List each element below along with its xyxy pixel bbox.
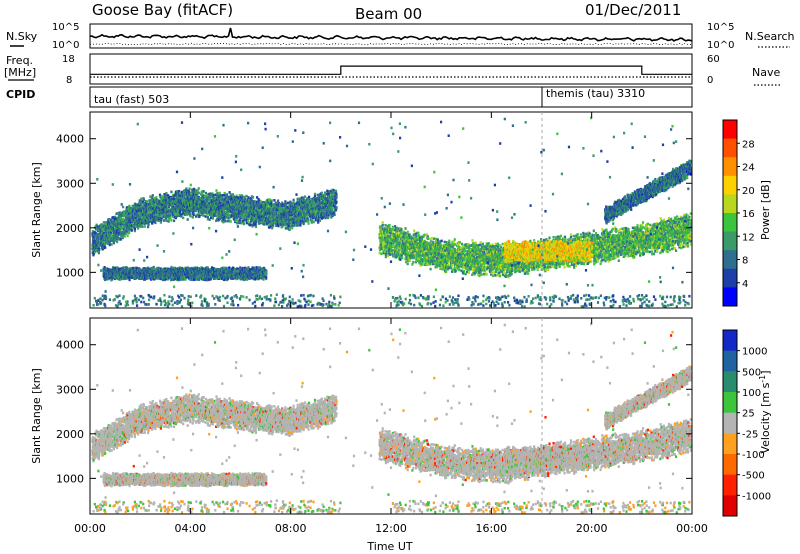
colorbar-swatch — [723, 231, 737, 251]
colorbar-tick: -500 — [742, 471, 765, 482]
colorbar-tick: 8 — [742, 256, 748, 267]
colorbar-swatch — [723, 433, 737, 455]
date-title: 01/Dec/2011 — [585, 1, 681, 19]
x-tick-label: 20:00 — [576, 522, 608, 535]
colorbar-tick: 1000 — [742, 347, 767, 358]
noise-left-label: N.Sky — [6, 30, 38, 43]
colorbar-tick: 16 — [742, 209, 755, 220]
velocity-ylabel: Slant Range [km] — [30, 368, 43, 464]
x-tick-label: 16:00 — [475, 522, 507, 535]
x-tick-label: 12:00 — [375, 522, 407, 535]
colorbar-tick: 500 — [742, 367, 761, 378]
colorbar-tick: 12 — [742, 232, 755, 243]
x-tick-label: 04:00 — [174, 522, 206, 535]
cpid-mode-2: themis (tau) 3310 — [546, 87, 645, 100]
colorbar-swatch — [723, 213, 737, 233]
colorbar-swatch — [723, 350, 737, 372]
x-tick-label: 00:00 — [74, 522, 106, 535]
colorbar-tick: 100 — [742, 388, 761, 399]
colorbar-swatch — [723, 495, 737, 517]
freq-tick-top: 18 — [62, 54, 75, 65]
y-tick-label: 3000 — [56, 177, 84, 190]
colorbar-swatch — [723, 474, 737, 496]
colorbar-tick: 20 — [742, 186, 755, 197]
station-title: Goose Bay (fitACF) — [92, 1, 233, 19]
y-tick-label: 2000 — [56, 428, 84, 441]
nave-tick-bottom: 0 — [707, 75, 713, 86]
colorbar-swatch — [723, 371, 737, 393]
colorbar-swatch — [723, 392, 737, 414]
colorbar-tick: -25 — [742, 429, 758, 440]
noise-right-tick-bottom: 10^0 — [707, 40, 734, 51]
velocity-scatter — [91, 322, 692, 514]
nave-label: Nave — [752, 66, 780, 79]
y-tick-label: 2000 — [56, 222, 84, 235]
freq-panel-frame — [89, 53, 693, 85]
colorbar-swatch — [723, 120, 737, 140]
colorbar-tick: 4 — [742, 279, 748, 290]
colorbar-swatch — [723, 250, 737, 270]
colorbar-swatch — [723, 330, 737, 352]
nave-tick-top: 60 — [707, 54, 720, 65]
y-tick-label: 1000 — [56, 472, 84, 485]
colorbar-tick: 28 — [742, 139, 755, 150]
colorbar-swatch — [723, 138, 737, 158]
cpid-frame — [89, 86, 693, 108]
freq-label-line1: Freq. — [6, 54, 33, 67]
colorbar-swatch — [723, 194, 737, 214]
velocity-colorbar-title: Velocity [m s-1] — [758, 370, 773, 453]
noise-left-tick-top: 10^5 — [52, 22, 79, 33]
colorbar-swatch — [723, 157, 737, 177]
colorbar-swatch — [723, 287, 737, 307]
x-tick-label: 08:00 — [275, 522, 307, 535]
beam-title: Beam 00 — [355, 5, 422, 23]
x-tick-label: 00:00 — [676, 522, 708, 535]
y-tick-label: 4000 — [56, 339, 84, 352]
y-tick-label: 1000 — [56, 266, 84, 279]
y-tick-label: 4000 — [56, 133, 84, 146]
colorbar-tick: -100 — [742, 450, 765, 461]
power-ylabel: Slant Range [km] — [30, 162, 43, 258]
freq-tick-bottom: 8 — [66, 75, 72, 86]
colorbar-swatch — [723, 268, 737, 288]
freq-trace — [90, 65, 692, 75]
power-colorbar-title: Power [dB] — [759, 180, 772, 240]
colorbar-swatch — [723, 412, 737, 434]
colorbar-tick: -1000 — [742, 491, 771, 502]
colorbar-swatch — [723, 454, 737, 476]
noise-left-tick-bottom: 10^0 — [52, 40, 79, 51]
colorbar-swatch — [723, 175, 737, 195]
colorbar-tick: 24 — [742, 163, 755, 174]
y-tick-label: 3000 — [56, 383, 84, 396]
noise-right-label: N.Search — [745, 30, 795, 43]
freq-label-line2: [MHz] — [4, 66, 36, 79]
noise-trace — [89, 27, 693, 46]
cpid-label: CPID — [6, 88, 35, 101]
power-scatter — [91, 116, 692, 308]
colorbar-tick: 25 — [742, 409, 755, 420]
noise-right-tick-top: 10^5 — [707, 22, 734, 33]
cpid-mode-1: tau (fast) 503 — [94, 93, 169, 106]
x-axis-label: Time UT — [366, 540, 412, 553]
